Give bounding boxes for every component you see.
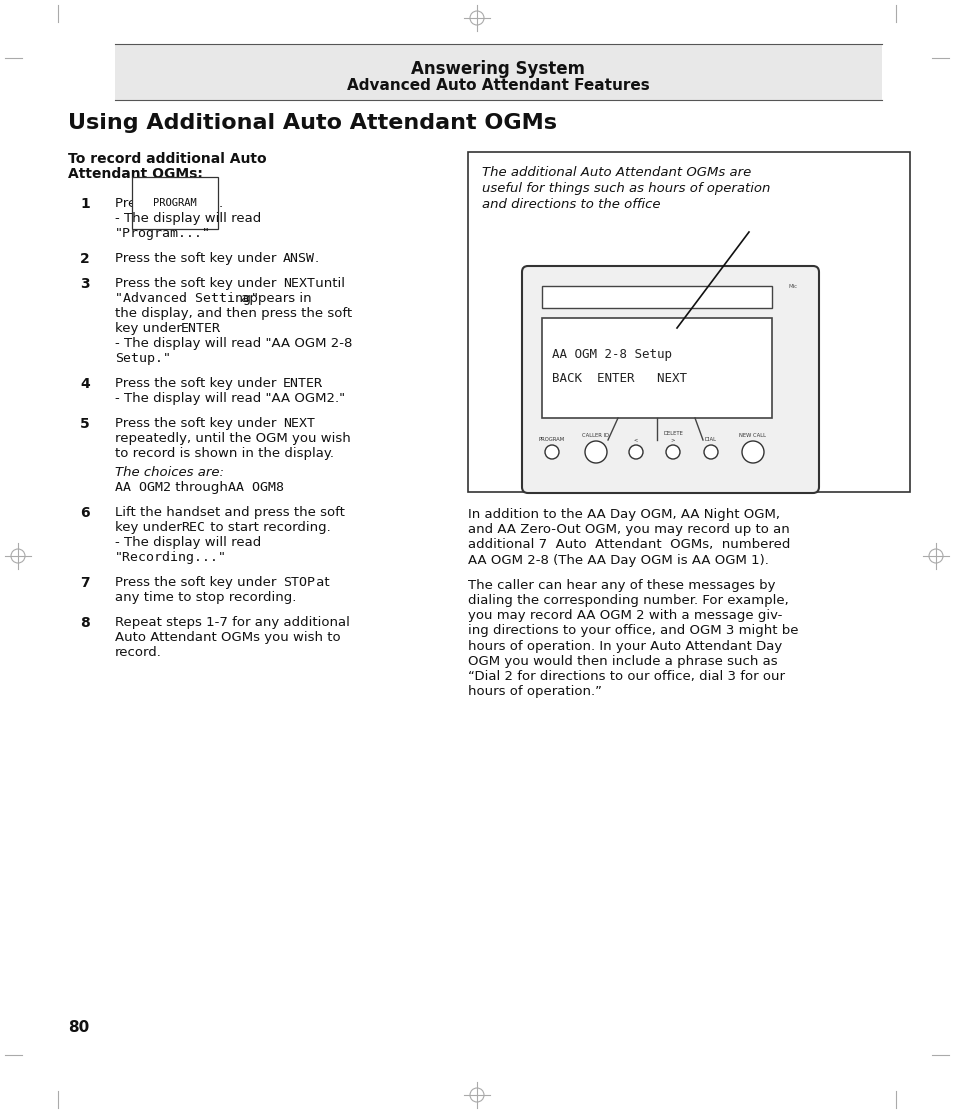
Text: "Recording...": "Recording..."	[115, 551, 227, 564]
Text: .: .	[314, 252, 319, 265]
Text: until: until	[311, 277, 345, 290]
Text: dialing the corresponding number. For example,: dialing the corresponding number. For ex…	[468, 594, 788, 607]
Text: .: .	[216, 322, 221, 335]
Text: ENTER: ENTER	[283, 377, 323, 390]
Text: NEXT: NEXT	[283, 417, 314, 430]
Circle shape	[584, 441, 606, 463]
Text: Press the soft key under: Press the soft key under	[115, 252, 280, 265]
Text: 1: 1	[80, 197, 90, 211]
Text: key under: key under	[115, 521, 186, 534]
Text: "Program...": "Program..."	[115, 227, 211, 240]
Text: Press the soft key under: Press the soft key under	[115, 277, 280, 290]
Bar	[468, 152, 909, 492]
Text: Setup.": Setup."	[115, 352, 171, 365]
Text: additional 7  Auto  Attendant  OGMs,  numbered: additional 7 Auto Attendant OGMs, number…	[468, 539, 789, 551]
FancyBboxPatch shape	[521, 266, 818, 493]
Circle shape	[544, 445, 558, 459]
Circle shape	[665, 445, 679, 459]
Text: - The display will read "AA OGM 2-8: - The display will read "AA OGM 2-8	[115, 337, 352, 349]
Text: To record additional Auto: To record additional Auto	[68, 152, 266, 166]
Text: Advanced Auto Attendant Features: Advanced Auto Attendant Features	[347, 78, 649, 93]
Text: through: through	[171, 481, 232, 494]
Text: 4: 4	[80, 377, 90, 391]
Text: REC: REC	[181, 521, 205, 534]
Bar	[115, 45, 882, 100]
Text: hours of operation.”: hours of operation.”	[468, 686, 601, 698]
Text: appears in: appears in	[236, 292, 312, 305]
Text: useful for things such as hours of operation: useful for things such as hours of opera…	[481, 183, 770, 195]
Bar	[541, 286, 771, 308]
Text: - The display will read "AA OGM2.": - The display will read "AA OGM2."	[115, 392, 345, 405]
Text: Using Additional Auto Attendant OGMs: Using Additional Auto Attendant OGMs	[68, 114, 557, 132]
Text: Press the soft key under: Press the soft key under	[115, 417, 280, 430]
Text: In addition to the AA Day OGM, AA Night OGM,: In addition to the AA Day OGM, AA Night …	[468, 508, 780, 521]
Text: and AA Zero-Out OGM, you may record up to an: and AA Zero-Out OGM, you may record up t…	[468, 523, 789, 536]
Text: AA OGM2: AA OGM2	[115, 481, 171, 494]
Bar	[541, 318, 771, 418]
Circle shape	[628, 445, 642, 459]
Text: Press: Press	[115, 197, 154, 210]
Text: any time to stop recording.: any time to stop recording.	[115, 591, 296, 604]
Circle shape	[741, 441, 763, 463]
Text: 5: 5	[80, 417, 90, 431]
Text: - The display will read: - The display will read	[115, 536, 261, 549]
Text: 2: 2	[80, 252, 90, 266]
Text: hours of operation. In your Auto Attendant Day: hours of operation. In your Auto Attenda…	[468, 640, 781, 652]
Text: OGM you would then include a phrase such as: OGM you would then include a phrase such…	[468, 654, 777, 668]
Text: The caller can hear any of these messages by: The caller can hear any of these message…	[468, 579, 775, 592]
Text: "Advanced Setting": "Advanced Setting"	[115, 292, 258, 305]
Text: key under: key under	[115, 322, 186, 335]
Text: “Dial 2 for directions to our office, dial 3 for our: “Dial 2 for directions to our office, di…	[468, 670, 784, 683]
Text: Repeat steps 1-7 for any additional: Repeat steps 1-7 for any additional	[115, 615, 350, 629]
Text: at: at	[312, 577, 330, 589]
Text: DIAL: DIAL	[704, 437, 717, 442]
Text: .: .	[219, 197, 223, 210]
Text: Mic: Mic	[787, 284, 797, 289]
Text: NEXT: NEXT	[283, 277, 314, 290]
Text: ENTER: ENTER	[181, 322, 221, 335]
Text: 8: 8	[80, 615, 90, 630]
Text: <: <	[633, 437, 638, 442]
Text: to start recording.: to start recording.	[206, 521, 331, 534]
Text: Press the soft key under: Press the soft key under	[115, 577, 280, 589]
Text: ing directions to your office, and OGM 3 might be: ing directions to your office, and OGM 3…	[468, 624, 798, 638]
Text: BACK  ENTER   NEXT: BACK ENTER NEXT	[552, 372, 686, 385]
Text: 6: 6	[80, 506, 90, 520]
Text: you may record AA OGM 2 with a message giv-: you may record AA OGM 2 with a message g…	[468, 609, 781, 622]
Text: .: .	[318, 377, 323, 390]
Text: to record is shown in the display.: to record is shown in the display.	[115, 447, 334, 460]
Text: record.: record.	[115, 646, 162, 659]
Circle shape	[703, 445, 718, 459]
Text: ANSW: ANSW	[283, 252, 314, 265]
Text: AA OGM8: AA OGM8	[228, 481, 284, 494]
Text: DELETE
>: DELETE >	[662, 431, 682, 442]
Text: AA OGM 2-8 Setup: AA OGM 2-8 Setup	[552, 348, 671, 361]
Text: Auto Attendant OGMs you wish to: Auto Attendant OGMs you wish to	[115, 631, 340, 644]
Text: The choices are:: The choices are:	[115, 466, 224, 479]
Text: 80: 80	[68, 1020, 90, 1035]
Text: Lift the handset and press the soft: Lift the handset and press the soft	[115, 506, 345, 519]
Text: AA OGM 2-8 (The AA Day OGM is AA OGM 1).: AA OGM 2-8 (The AA Day OGM is AA OGM 1).	[468, 553, 768, 567]
Text: the display, and then press the soft: the display, and then press the soft	[115, 307, 352, 321]
Text: CALLER ID: CALLER ID	[582, 433, 609, 439]
Text: - The display will read: - The display will read	[115, 211, 261, 225]
Text: Press the soft key under: Press the soft key under	[115, 377, 280, 390]
Text: NEW CALL: NEW CALL	[739, 433, 765, 439]
Text: Answering System: Answering System	[411, 60, 585, 78]
Text: PROGRAM: PROGRAM	[538, 437, 564, 442]
Text: Attendant OGMs:: Attendant OGMs:	[68, 167, 203, 181]
Text: and directions to the office: and directions to the office	[481, 198, 659, 211]
Text: The additional Auto Attendant OGMs are: The additional Auto Attendant OGMs are	[481, 166, 750, 179]
Text: PROGRAM: PROGRAM	[152, 198, 196, 208]
Text: 3: 3	[80, 277, 90, 290]
Text: 7: 7	[80, 577, 90, 590]
Text: STOP: STOP	[283, 577, 314, 589]
Text: repeatedly, until the OGM you wish: repeatedly, until the OGM you wish	[115, 432, 351, 445]
